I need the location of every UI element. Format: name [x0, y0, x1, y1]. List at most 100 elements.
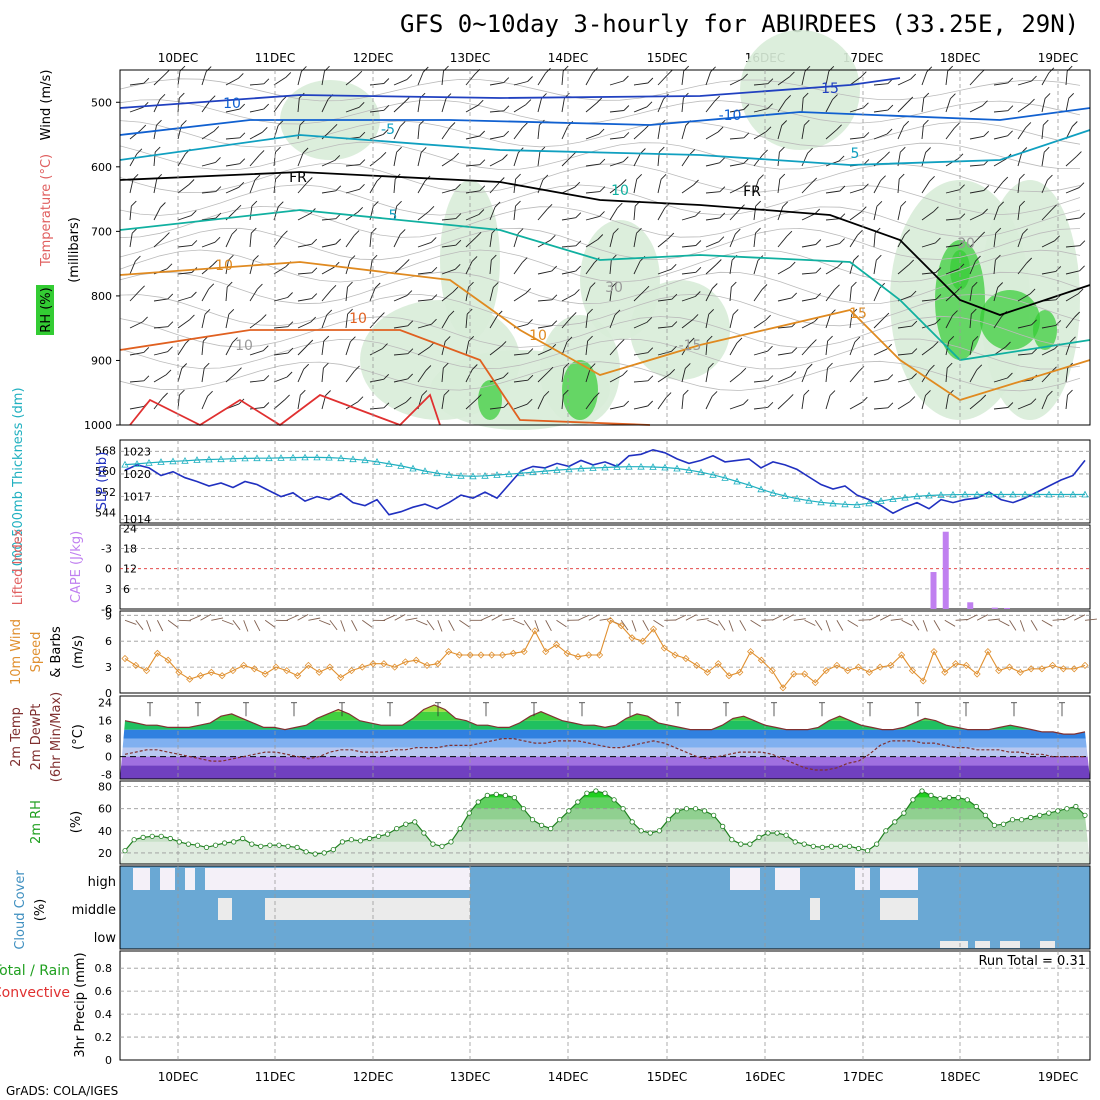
wind-barb-flag: [454, 263, 461, 270]
wind-barb-flag: [1068, 92, 1075, 99]
2m-rh-marker: [140, 834, 146, 841]
wind-barb-flag: [263, 375, 270, 381]
wind-barb: [561, 98, 565, 113]
wind-barb: [201, 161, 216, 167]
wind-barb-flag: [935, 237, 941, 244]
wind-barb-flag: [995, 254, 1001, 261]
wind-barb-flag: [616, 202, 623, 209]
thickness-marker: [865, 499, 873, 507]
wind-barb: [681, 98, 684, 113]
wind10-marker: [283, 667, 291, 675]
wind-barb: [225, 372, 237, 383]
wind-barb: [825, 395, 831, 410]
wind-barb-flag: [647, 347, 654, 354]
wind-barb-flag: [789, 261, 796, 268]
wind-barb-flag: [188, 179, 195, 185]
wind-barb-flag: [995, 227, 1002, 234]
wind-barb: [585, 262, 595, 275]
wind-barb-flag: [525, 288, 532, 294]
wind-barb: [609, 184, 622, 194]
wind-barb: [513, 353, 528, 356]
2m-rh-marker: [403, 821, 409, 827]
wind-barb: [465, 341, 470, 356]
2m-rh-marker: [783, 832, 789, 838]
2m-rh-marker: [910, 797, 916, 803]
wind-barb-flag: [442, 362, 449, 369]
2m-rh-marker: [149, 833, 155, 839]
upper-air-panel: [119, 69, 1091, 426]
wind-barb: [921, 323, 936, 329]
wind-barb: [1041, 179, 1048, 194]
wind-barb: [297, 272, 312, 275]
2m-rh-marker: [176, 839, 182, 845]
contour-label: 10: [235, 338, 253, 354]
wind-barb-flag: [851, 281, 857, 288]
wind10-marker: [1038, 665, 1046, 673]
rh-contour: [119, 315, 1081, 349]
wind-barb-flag: [453, 152, 460, 159]
2m-rh-marker: [339, 839, 345, 845]
wind-barb-flag: [765, 314, 771, 321]
wind-barb-flag: [997, 282, 1004, 288]
wind-barb: [417, 271, 432, 275]
wind-barb-flag: [181, 363, 188, 369]
wind-barb-flag: [1029, 288, 1036, 295]
wind-barb-flag: [837, 261, 844, 268]
wind-barb-flag: [503, 130, 510, 137]
wind-barb: [153, 298, 168, 302]
2m-rh-marker: [955, 794, 961, 801]
wind-barb-flag: [948, 389, 954, 396]
wind-barb: [1065, 245, 1080, 248]
wind-barb: [225, 78, 239, 86]
wind10-marker: [801, 670, 809, 678]
wind-barb-flag: [972, 335, 979, 342]
wind-barb: [993, 206, 1000, 221]
wind10-marker: [908, 667, 916, 675]
thickness-marker: [493, 471, 501, 478]
wind-barb: [1041, 152, 1045, 167]
wind-barb-flag: [925, 390, 931, 396]
temp-band: [120, 705, 1090, 712]
wind-barb: [777, 100, 787, 113]
2m-rh-marker: [384, 831, 391, 837]
wind-barb-flag: [863, 159, 870, 165]
thickness-marker: [1021, 490, 1029, 498]
wind-barb-flag: [399, 121, 406, 127]
wind10-barb: [728, 620, 734, 632]
cloud-gap-low: [1000, 941, 1020, 948]
wind-barb: [393, 234, 401, 248]
temp-tick: 24: [98, 697, 112, 710]
2m-rh-marker: [937, 796, 943, 802]
wind-axis-label: Wind (m/s): [39, 70, 54, 141]
wind-barb-flag: [734, 228, 741, 235]
wind-barb: [1041, 125, 1044, 140]
wind10-marker: [833, 661, 841, 669]
wind-barb: [297, 395, 301, 410]
rh-contour: [119, 141, 1081, 171]
wind-barb: [921, 211, 934, 221]
wind-barb-flag: [253, 255, 259, 261]
wind-barb-flag: [382, 129, 389, 135]
wind-barb: [321, 243, 336, 248]
wind-barb-flag: [286, 371, 293, 378]
wind-barb: [657, 373, 670, 383]
wind-barb: [777, 206, 784, 221]
wind-barb: [273, 326, 288, 329]
thickness-marker: [433, 469, 441, 477]
thickness-marker: [1033, 490, 1041, 498]
wind-barb: [129, 233, 133, 248]
wind-barb-flag: [1026, 257, 1033, 264]
wind-barb: [1017, 262, 1028, 275]
wind-barb: [729, 78, 743, 86]
wind-barb: [249, 179, 256, 194]
wind-barb: [369, 83, 384, 86]
wind-barb-flag: [708, 362, 714, 369]
wind-barb: [153, 326, 168, 329]
thickness-marker: [757, 485, 765, 493]
2m-dewpt-line: [124, 738, 1085, 771]
wind-barb-flag: [829, 390, 836, 396]
wind10-barb: [243, 620, 249, 632]
wind-barb: [969, 399, 982, 410]
wind10-barb: [814, 620, 823, 631]
wind-barb: [729, 109, 744, 113]
